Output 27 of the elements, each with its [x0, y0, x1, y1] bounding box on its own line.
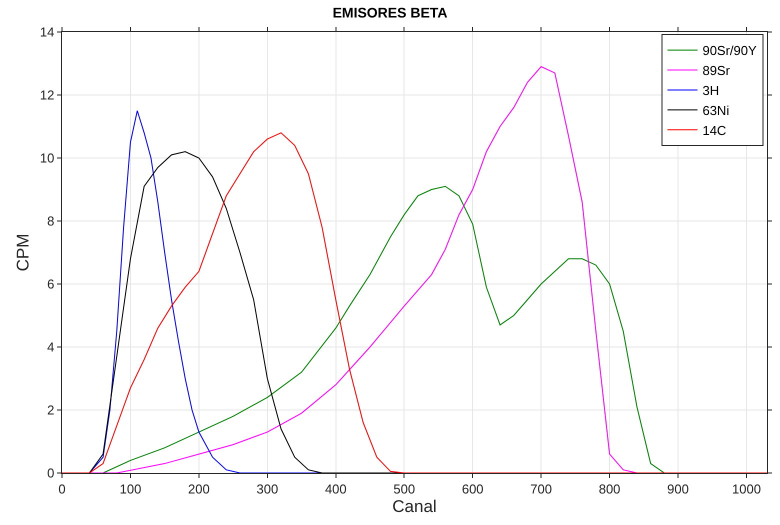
x-axis-title: Canal — [392, 497, 437, 516]
y-axis-title: CPM — [13, 234, 32, 272]
chart-title: EMISORES BETA — [332, 4, 448, 21]
y-tick-label: 14 — [40, 24, 54, 40]
y-tick-label: 8 — [47, 214, 54, 229]
legend-label: 90Sr/90Y — [702, 43, 758, 58]
x-tick-label: 100 — [120, 482, 142, 497]
legend-label: 14C — [702, 122, 726, 138]
x-tick-label: 0 — [58, 482, 66, 497]
y-tick-label: 12 — [40, 88, 54, 103]
y-tick-label: 0 — [47, 466, 54, 481]
y-tick-label: 6 — [47, 276, 54, 292]
legend-label: 63Ni — [702, 102, 730, 118]
x-tick-label: 500 — [393, 482, 416, 497]
x-tick-label: 400 — [324, 482, 347, 497]
legend-label: 89Sr — [702, 63, 731, 78]
x-tick-label: 700 — [530, 482, 552, 497]
x-tick-label: 900 — [667, 482, 689, 497]
legend-label: 3H — [702, 83, 720, 98]
x-tick-label: 1000 — [732, 482, 761, 497]
x-tick-label: 600 — [462, 482, 484, 497]
x-tick-label: 300 — [256, 482, 278, 497]
x-tick-label: 800 — [598, 482, 620, 497]
y-tick-label: 4 — [47, 340, 54, 355]
x-tick-label: 200 — [188, 482, 210, 497]
y-tick-label: 10 — [40, 150, 54, 166]
y-tick-label: 2 — [47, 402, 54, 418]
